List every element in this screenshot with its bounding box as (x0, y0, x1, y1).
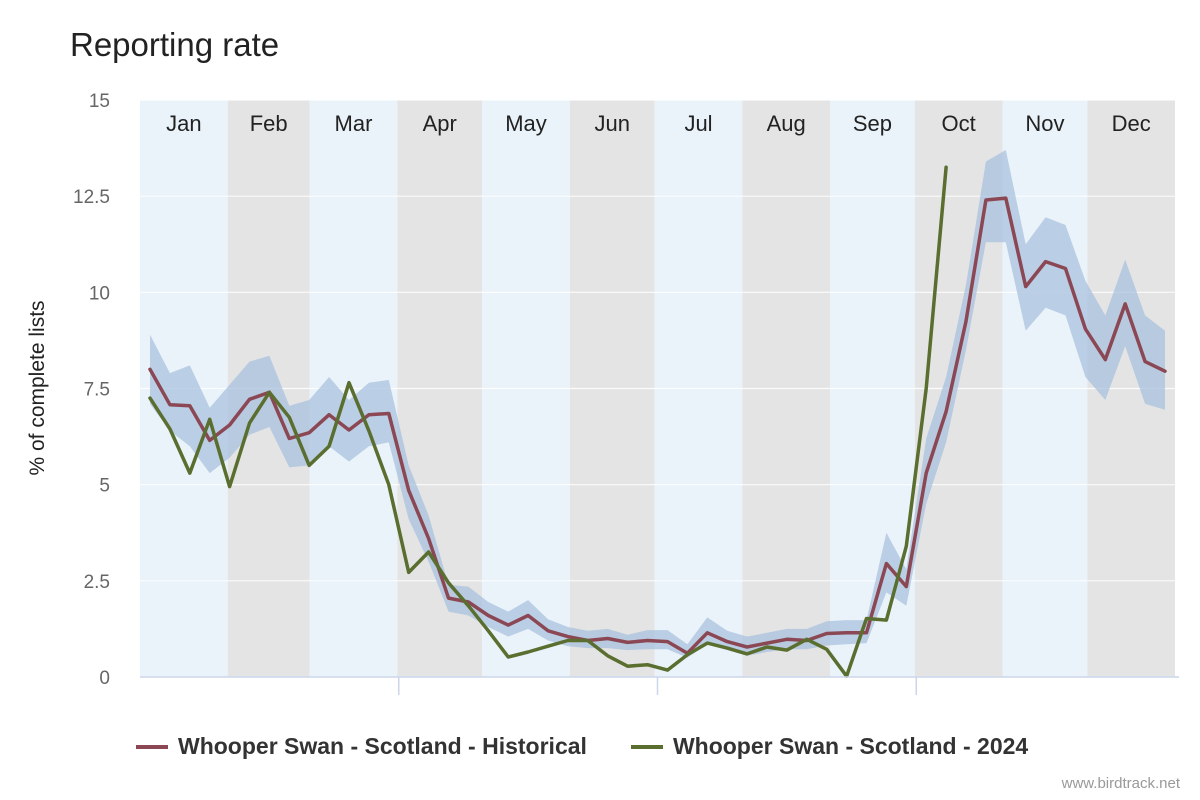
month-label-nov: Nov (1025, 111, 1064, 136)
month-label-dec: Dec (1112, 111, 1151, 136)
month-label-mar: Mar (335, 111, 373, 136)
y-tick-label: 15 (89, 91, 110, 112)
legend: Whooper Swan - Scotland - Historical Who… (136, 733, 1072, 760)
legend-swatch-historical (136, 744, 168, 749)
month-label-feb: Feb (250, 111, 288, 136)
y-tick-label: 0 (99, 668, 110, 689)
y-tick-label: 7.5 (84, 380, 110, 401)
legend-swatch-2024 (630, 744, 663, 749)
y-tick-label: 2.5 (84, 572, 110, 593)
month-label-jun: Jun (595, 111, 630, 136)
month-label-apr: Apr (423, 111, 457, 136)
month-label-jan: Jan (166, 111, 201, 136)
series-line-2024[interactable] (148, 165, 948, 678)
month-label-oct: Oct (942, 111, 976, 136)
y-tick-label: 5 (99, 476, 110, 497)
month-label-may: May (505, 111, 547, 136)
credit-link[interactable]: www.birdtrack.net (1061, 775, 1180, 792)
legend-item-historical[interactable]: Whooper Swan - Scotland - Historical (136, 733, 587, 760)
legend-label-2024: Whooper Swan - Scotland - 2024 (672, 733, 1029, 759)
chart-title: Reporting rate (70, 26, 280, 63)
legend-label-historical: Whooper Swan - Scotland - Historical (178, 733, 587, 759)
series-line-historical[interactable] (148, 196, 1167, 655)
month-label-aug: Aug (767, 111, 806, 136)
historical-range-band (150, 150, 1165, 658)
month-label-jul: Jul (684, 111, 712, 136)
y-tick-label: 12.5 (73, 187, 110, 208)
y-tick-label: 10 (89, 283, 110, 304)
month-label-sep: Sep (853, 111, 892, 136)
legend-item-2024[interactable]: Whooper Swan - Scotland - 2024 (630, 733, 1029, 760)
